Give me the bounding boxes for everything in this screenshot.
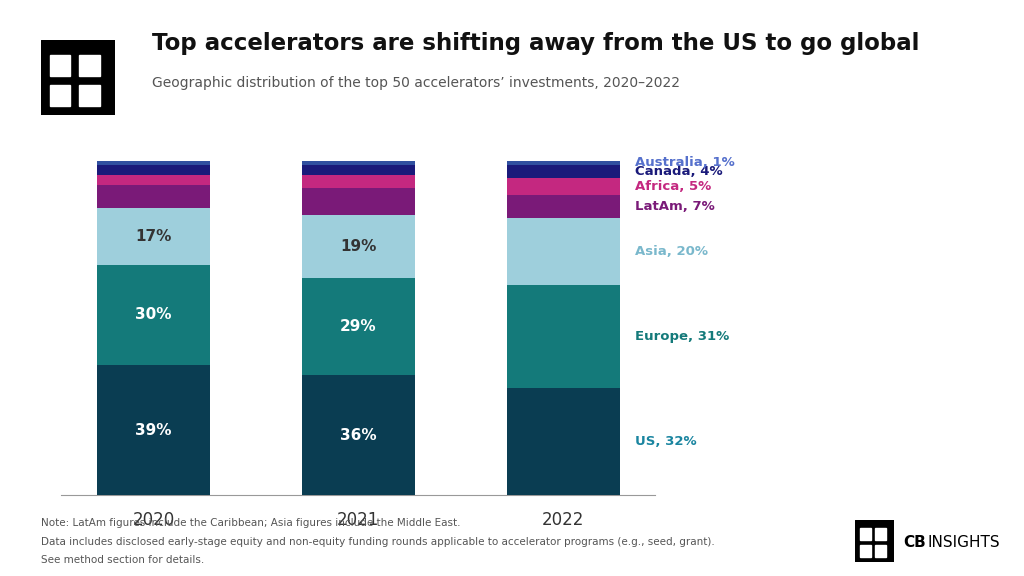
Text: INSIGHTS: INSIGHTS <box>928 535 1000 550</box>
Text: Asia, 20%: Asia, 20% <box>635 245 708 258</box>
Bar <box>507 178 620 195</box>
Bar <box>97 165 210 175</box>
Text: Canada, 4%: Canada, 4% <box>635 165 723 178</box>
Bar <box>97 161 210 165</box>
Bar <box>302 215 415 278</box>
Bar <box>97 365 210 495</box>
Text: Australia, 1%: Australia, 1% <box>635 157 734 169</box>
Text: Top accelerators are shifting away from the US to go global: Top accelerators are shifting away from … <box>152 32 919 55</box>
Text: 19%: 19% <box>340 239 377 254</box>
Text: Europe, 31%: Europe, 31% <box>635 330 729 343</box>
Bar <box>97 208 210 265</box>
Text: See method section for details.: See method section for details. <box>41 555 204 565</box>
Bar <box>860 545 870 556</box>
Text: 30%: 30% <box>135 308 172 323</box>
Bar <box>876 545 886 556</box>
Bar <box>79 85 100 106</box>
Bar <box>507 285 620 388</box>
Text: Africa, 5%: Africa, 5% <box>635 180 711 193</box>
Bar <box>302 375 415 495</box>
Text: 36%: 36% <box>340 428 377 443</box>
Bar <box>507 388 620 495</box>
Text: 29%: 29% <box>340 319 377 334</box>
Bar <box>302 278 415 375</box>
Bar <box>302 161 415 165</box>
Bar <box>302 165 415 175</box>
Text: Geographic distribution of the top 50 accelerators’ investments, 2020–2022: Geographic distribution of the top 50 ac… <box>152 76 680 90</box>
Bar <box>97 175 210 185</box>
Bar <box>507 218 620 285</box>
Bar <box>507 161 620 165</box>
Bar <box>507 165 620 178</box>
Bar <box>50 55 71 76</box>
Bar <box>79 55 100 76</box>
Bar <box>876 528 886 540</box>
Text: 39%: 39% <box>135 423 172 438</box>
Text: Data includes disclosed early-stage equity and non-equity funding rounds applica: Data includes disclosed early-stage equi… <box>41 537 715 547</box>
Text: Note: LatAm figures include the Caribbean; Asia figures include the Middle East.: Note: LatAm figures include the Caribbea… <box>41 518 461 528</box>
Bar <box>302 188 415 215</box>
Text: CB: CB <box>903 535 926 550</box>
Bar <box>97 265 210 365</box>
Bar <box>50 85 71 106</box>
Bar <box>97 185 210 208</box>
Text: 17%: 17% <box>135 229 172 244</box>
Bar <box>302 175 415 188</box>
Bar <box>860 528 870 540</box>
Text: LatAm, 7%: LatAm, 7% <box>635 200 715 213</box>
Text: US, 32%: US, 32% <box>635 435 696 448</box>
Bar <box>507 195 620 218</box>
